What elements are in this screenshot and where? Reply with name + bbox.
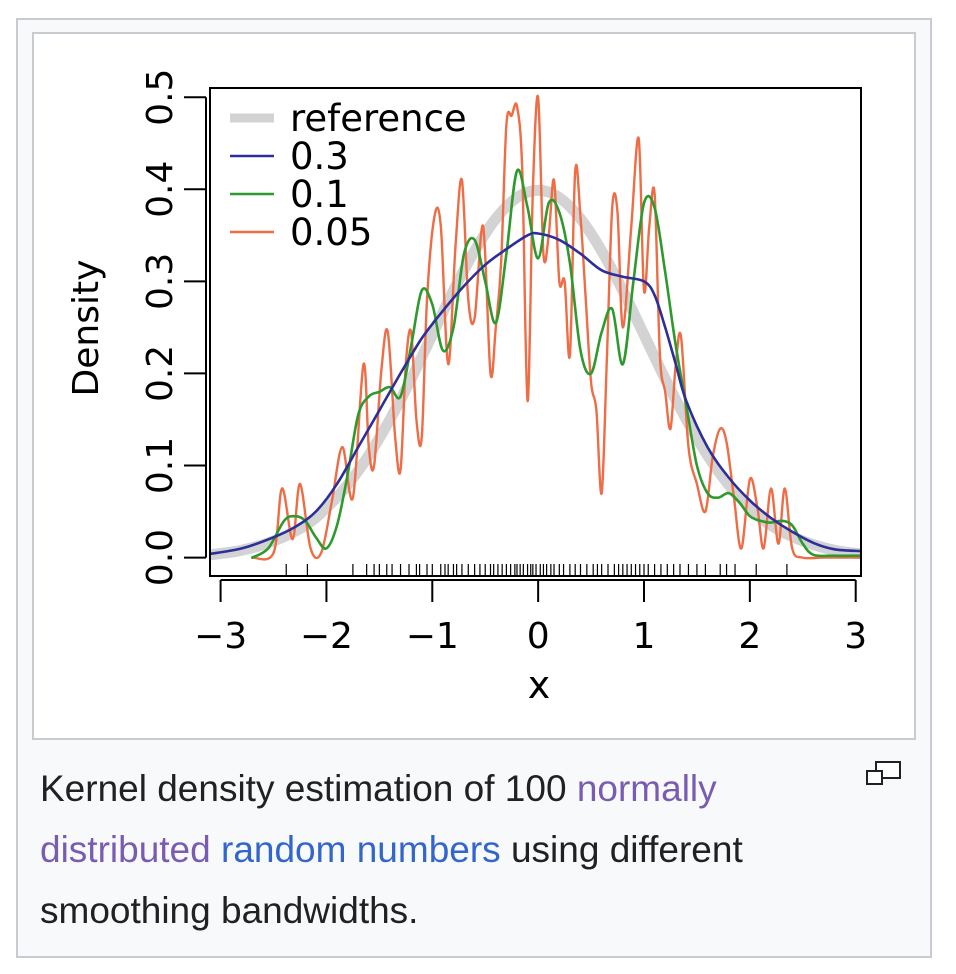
x-tick-label: −1 [406,616,459,657]
y-tick-label: 0.1 [140,437,181,494]
caption-text-middle [211,829,221,870]
legend-label: 0.05 [290,211,372,254]
legend-label: 0.3 [290,135,349,178]
y-tick-label: 0.5 [140,69,181,126]
magnify-clip-icon[interactable] [864,760,904,788]
x-tick-label: 3 [844,616,867,657]
y-tick-label: 0.0 [140,529,181,586]
series-bandwidth-0-1-line [251,168,860,559]
series-layer [211,94,860,561]
y-tick-label: 0.3 [140,253,181,310]
y-tick-label: 0.4 [140,161,181,218]
series-bandwidth-0-3-line [211,231,860,556]
figure-image-frame[interactable]: −3 −2 −1 0 1 2 3 0.0 0.1 0.2 0.3 0.4 0.5 x Density … [32,32,916,740]
link-random-numbers[interactable]: random numbers [221,829,501,870]
x-tick-label: 0 [527,616,550,657]
x-axis-label: x [528,663,551,707]
legend-label: reference [290,97,467,140]
series-bandwidth-0-05-line [251,94,860,561]
x-tick-label: 2 [738,616,761,657]
x-tick-label: −3 [194,616,247,657]
rug-marks [285,564,788,576]
y-axis: 0.0 0.1 0.2 0.3 0.4 0.5 [140,69,207,586]
series-reference-line [211,184,860,561]
legend-item-0-05: 0.05 [230,211,372,254]
x-tick-label: 1 [633,616,656,657]
link-normally-distributed[interactable]: normally distributed [40,768,717,870]
legend-item-0-1: 0.1 [230,173,349,216]
legend-item-reference: reference [230,97,467,140]
figure-caption: Kernel density estimation of 100 normall… [40,758,860,941]
figure-frame: −3 −2 −1 0 1 2 3 0.0 0.1 0.2 0.3 0.4 0.5 x Density … [16,18,932,958]
caption-text-suffix: using different smoothing bandwidths. [40,829,743,931]
kde-chart: −3 −2 −1 0 1 2 3 0.00.10.20.30.40.5 x Density … [66,69,867,707]
caption-text-prefix: Kernel density estimation of 100 [40,768,577,809]
legend-item-0-3: 0.3 [230,135,349,178]
y-axis-label: Density [66,260,107,397]
legend-label: 0.1 [290,173,349,216]
x-tick-label: −2 [300,616,353,657]
x-axis: −3 −2 −1 0 1 2 3 [194,579,867,657]
y-tick-label: 0.2 [140,345,181,402]
